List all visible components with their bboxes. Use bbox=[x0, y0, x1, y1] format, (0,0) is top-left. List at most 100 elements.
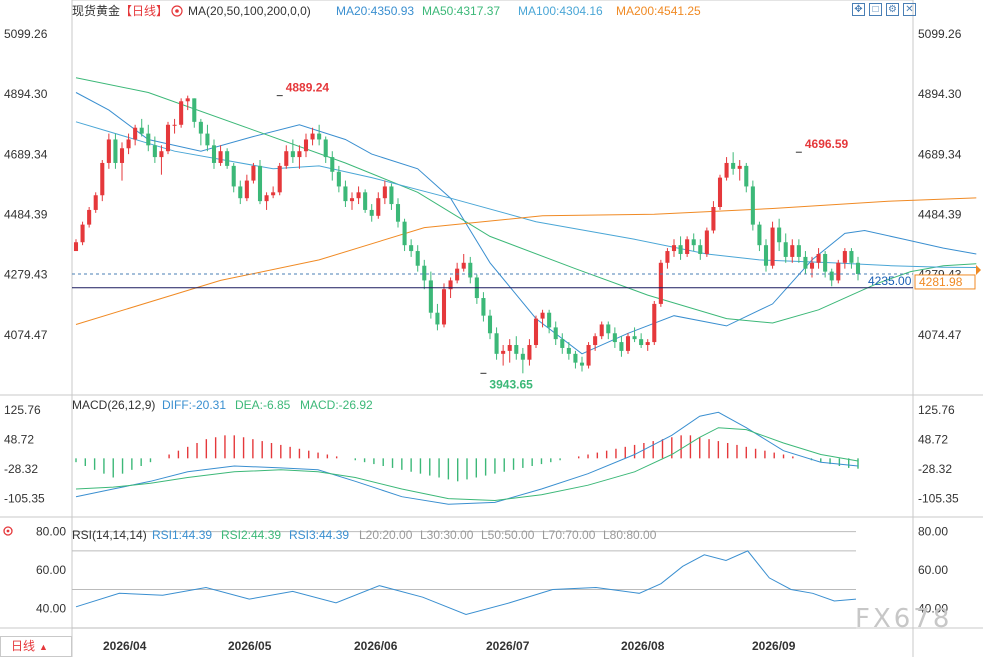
candle-body bbox=[422, 265, 427, 281]
candle-body bbox=[277, 165, 282, 193]
candle bbox=[435, 303, 440, 331]
candle bbox=[271, 186, 276, 199]
rsi-value: L30:30.00 bbox=[420, 528, 474, 542]
candle bbox=[192, 98, 197, 128]
ma-line-ma200 bbox=[75, 197, 977, 325]
candle bbox=[277, 162, 282, 196]
rsi-tick-right: 60.00 bbox=[918, 563, 948, 577]
candle-body bbox=[678, 245, 683, 254]
candle bbox=[744, 162, 749, 193]
move-icon[interactable]: ✥ bbox=[852, 3, 865, 16]
candle bbox=[757, 221, 762, 252]
macd-tick-right: 125.76 bbox=[918, 403, 955, 417]
candle-body bbox=[402, 221, 407, 246]
candle-body bbox=[133, 127, 138, 140]
candle bbox=[520, 347, 525, 374]
candle-body bbox=[389, 186, 394, 205]
candle bbox=[185, 95, 190, 111]
gear-icon[interactable] bbox=[3, 526, 13, 536]
candle bbox=[593, 333, 598, 351]
rsi-tick-right: 40.00 bbox=[918, 602, 948, 616]
candle bbox=[566, 342, 571, 360]
eye-icon[interactable] bbox=[171, 5, 183, 17]
candle-body bbox=[198, 121, 203, 134]
candle bbox=[579, 356, 585, 372]
candle-body bbox=[303, 139, 309, 152]
date-tick: 2026/05 bbox=[228, 639, 272, 653]
candle-body bbox=[231, 165, 236, 187]
candle bbox=[737, 160, 742, 181]
candle bbox=[796, 239, 801, 263]
candle-body bbox=[369, 209, 374, 216]
candle-body bbox=[494, 333, 499, 354]
price-tick-left: 4279.43 bbox=[4, 268, 48, 282]
candle-body bbox=[205, 133, 210, 146]
candle bbox=[172, 118, 177, 134]
price-tick-right: 4689.34 bbox=[918, 147, 962, 161]
rsi-panel: 80.00 80.00 60.00 60.00 40.00 40.00 bbox=[36, 525, 948, 629]
period-select[interactable]: 日线 ▲ bbox=[0, 636, 72, 657]
macd-panel: 125.76 125.76 48.72 48.72 -28.32 -28.32 -105.3… bbox=[4, 403, 959, 506]
settings-icon[interactable]: ⚙ bbox=[886, 3, 899, 16]
candle bbox=[514, 336, 519, 360]
candle-body bbox=[553, 327, 558, 340]
candle-body bbox=[395, 204, 401, 222]
candle bbox=[93, 192, 98, 213]
candle-body bbox=[527, 345, 532, 360]
watermark: FX678 bbox=[855, 604, 953, 634]
rsi-value: L80:80.00 bbox=[603, 528, 657, 542]
candle-body bbox=[645, 342, 650, 346]
candle bbox=[842, 248, 847, 269]
candle bbox=[547, 309, 552, 334]
candle bbox=[152, 136, 157, 163]
period-label: 日线 bbox=[11, 639, 36, 653]
macd-tick-right: -105.35 bbox=[918, 492, 959, 506]
candle bbox=[816, 248, 821, 269]
candle-body bbox=[750, 186, 755, 225]
candle-body bbox=[737, 165, 742, 169]
macd-tick-left: -28.32 bbox=[4, 462, 38, 476]
candle bbox=[724, 157, 729, 181]
candle-body bbox=[514, 345, 519, 354]
zoom-icon[interactable]: □ bbox=[869, 3, 882, 16]
candle bbox=[290, 139, 295, 163]
rsi-value: L20:20.00 bbox=[359, 528, 413, 542]
candle bbox=[685, 236, 690, 257]
candle bbox=[422, 259, 427, 290]
candle-body bbox=[192, 98, 197, 122]
candle bbox=[402, 218, 407, 252]
candle bbox=[165, 121, 171, 155]
candle-body bbox=[671, 245, 677, 252]
candle-body bbox=[139, 127, 144, 134]
rsi-line bbox=[75, 550, 857, 616]
annotation-label: 4696.59 bbox=[805, 137, 849, 151]
candle bbox=[507, 339, 512, 363]
candle-body bbox=[271, 192, 276, 196]
candle-body bbox=[803, 256, 808, 269]
candle-body bbox=[455, 268, 460, 281]
candle bbox=[211, 139, 217, 169]
candle bbox=[823, 251, 828, 278]
candle-body bbox=[415, 251, 420, 266]
candle bbox=[106, 133, 111, 169]
candle-body bbox=[717, 177, 723, 207]
candle bbox=[619, 336, 624, 357]
candle-body bbox=[665, 251, 670, 263]
rsi-values: RSI1:44.39 RSI2:44.39 RSI3:44.39 L20:20.00 L… bbox=[152, 528, 657, 542]
candle-body bbox=[317, 133, 322, 140]
candle bbox=[678, 236, 683, 260]
candle bbox=[198, 118, 203, 146]
candle bbox=[474, 274, 479, 304]
close-icon[interactable]: ✕ bbox=[903, 3, 916, 16]
candle bbox=[297, 145, 302, 169]
macd-tick-left: -105.35 bbox=[4, 492, 45, 506]
candle-body bbox=[783, 242, 788, 257]
price-axis: 5099.26 5099.26 4894.30 4894.30 4689.34 4689.… bbox=[4, 27, 962, 342]
candle bbox=[731, 152, 736, 175]
date-tick: 2026/06 bbox=[354, 639, 398, 653]
candle-body bbox=[724, 162, 729, 178]
candle bbox=[533, 315, 539, 348]
candle-body bbox=[336, 171, 341, 187]
candle-body bbox=[763, 245, 769, 266]
date-tick: 2026/08 bbox=[621, 639, 665, 653]
